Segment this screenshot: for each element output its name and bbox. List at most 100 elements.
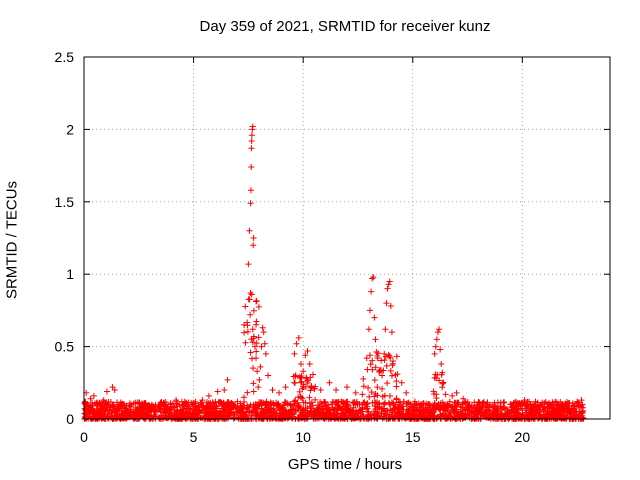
data-point bbox=[247, 200, 254, 207]
data-point-baseline bbox=[374, 384, 381, 391]
data-point-baseline bbox=[472, 411, 479, 418]
data-point-baseline bbox=[292, 373, 299, 380]
data-point-baseline bbox=[391, 405, 398, 412]
data-point bbox=[363, 355, 370, 362]
data-point-baseline bbox=[379, 385, 386, 392]
data-point-baseline bbox=[249, 339, 256, 346]
data-point-baseline bbox=[268, 400, 275, 407]
data-point-baseline bbox=[385, 351, 392, 358]
data-point-baseline bbox=[459, 401, 466, 408]
data-point-baseline bbox=[312, 411, 319, 418]
data-point-baseline bbox=[236, 408, 243, 415]
data-point bbox=[541, 400, 548, 407]
data-point-baseline bbox=[380, 367, 387, 374]
data-point-baseline bbox=[468, 409, 475, 416]
data-point bbox=[376, 368, 383, 375]
data-point bbox=[434, 329, 441, 336]
data-point-baseline bbox=[141, 400, 148, 407]
data-point-baseline bbox=[166, 412, 173, 419]
data-point bbox=[96, 400, 103, 407]
data-point bbox=[383, 300, 390, 307]
data-point-baseline bbox=[376, 399, 383, 406]
data-point-baseline bbox=[386, 411, 393, 418]
data-point-baseline bbox=[356, 407, 363, 414]
data-point-baseline bbox=[409, 404, 416, 411]
data-point-baseline bbox=[244, 328, 251, 335]
data-point-baseline bbox=[440, 412, 447, 419]
data-point-baseline bbox=[572, 415, 579, 422]
data-point-baseline bbox=[127, 403, 134, 410]
data-point-baseline bbox=[475, 398, 482, 405]
data-point-baseline bbox=[484, 408, 491, 415]
data-point-baseline bbox=[250, 401, 257, 408]
data-point-baseline bbox=[383, 362, 390, 369]
data-point bbox=[438, 360, 445, 367]
data-point bbox=[256, 376, 263, 383]
data-point-baseline bbox=[366, 414, 373, 421]
data-point bbox=[563, 401, 570, 408]
data-point-baseline bbox=[363, 405, 370, 412]
data-point-baseline bbox=[326, 406, 333, 413]
data-point-baseline bbox=[193, 406, 200, 413]
data-point-baseline bbox=[308, 384, 315, 391]
data-point-baseline bbox=[108, 409, 115, 416]
data-point-baseline bbox=[368, 389, 375, 396]
data-point-baseline bbox=[136, 414, 143, 421]
data-point bbox=[333, 387, 340, 394]
data-point-baseline bbox=[535, 402, 542, 409]
data-point bbox=[326, 379, 333, 386]
data-point-baseline bbox=[529, 408, 536, 415]
data-point-baseline bbox=[185, 409, 192, 416]
data-point-baseline bbox=[141, 410, 148, 417]
data-point-baseline bbox=[332, 399, 339, 406]
data-point bbox=[344, 384, 350, 391]
data-point-baseline bbox=[279, 409, 286, 416]
data-point-baseline bbox=[299, 409, 306, 416]
data-point-baseline bbox=[306, 394, 313, 401]
data-point-baseline bbox=[558, 405, 565, 412]
data-point-baseline bbox=[390, 402, 397, 409]
data-point bbox=[214, 388, 221, 395]
data-point bbox=[439, 369, 446, 376]
data-point-baseline bbox=[571, 411, 578, 418]
data-point bbox=[442, 391, 449, 398]
data-point-baseline bbox=[148, 403, 155, 410]
data-point-baseline bbox=[81, 399, 88, 406]
data-point-baseline bbox=[140, 406, 147, 413]
data-point-baseline bbox=[576, 409, 583, 416]
data-point-baseline bbox=[233, 408, 240, 415]
data-point-baseline bbox=[296, 404, 303, 411]
data-point-baseline bbox=[462, 399, 469, 406]
data-point bbox=[379, 372, 386, 379]
data-point-baseline bbox=[184, 402, 191, 409]
data-point bbox=[369, 275, 376, 282]
data-point-baseline bbox=[204, 402, 211, 409]
data-point bbox=[432, 343, 439, 350]
data-point-baseline bbox=[122, 410, 129, 417]
y-tick-label: 1 bbox=[66, 266, 74, 282]
data-point-baseline bbox=[306, 400, 313, 407]
data-point bbox=[317, 387, 324, 394]
data-point-baseline bbox=[431, 415, 438, 422]
data-point bbox=[367, 307, 374, 314]
data-point-baseline bbox=[307, 374, 314, 381]
data-point-baseline bbox=[300, 406, 307, 413]
data-point-baseline bbox=[95, 415, 102, 422]
data-point-baseline bbox=[107, 399, 114, 406]
data-point bbox=[221, 387, 228, 394]
data-point-baseline bbox=[409, 413, 416, 420]
data-point-baseline bbox=[393, 353, 400, 360]
data-point-baseline bbox=[369, 366, 376, 373]
data-point bbox=[359, 391, 366, 398]
data-point bbox=[253, 355, 260, 362]
data-point bbox=[300, 368, 307, 375]
data-point bbox=[111, 387, 118, 394]
data-point-baseline bbox=[290, 402, 297, 409]
data-point bbox=[248, 137, 255, 144]
data-point-baseline bbox=[243, 406, 250, 413]
data-point-baseline bbox=[211, 405, 218, 412]
data-point bbox=[449, 392, 456, 399]
data-point-baseline bbox=[386, 401, 393, 408]
data-point-baseline bbox=[439, 384, 446, 391]
data-point bbox=[420, 400, 427, 407]
